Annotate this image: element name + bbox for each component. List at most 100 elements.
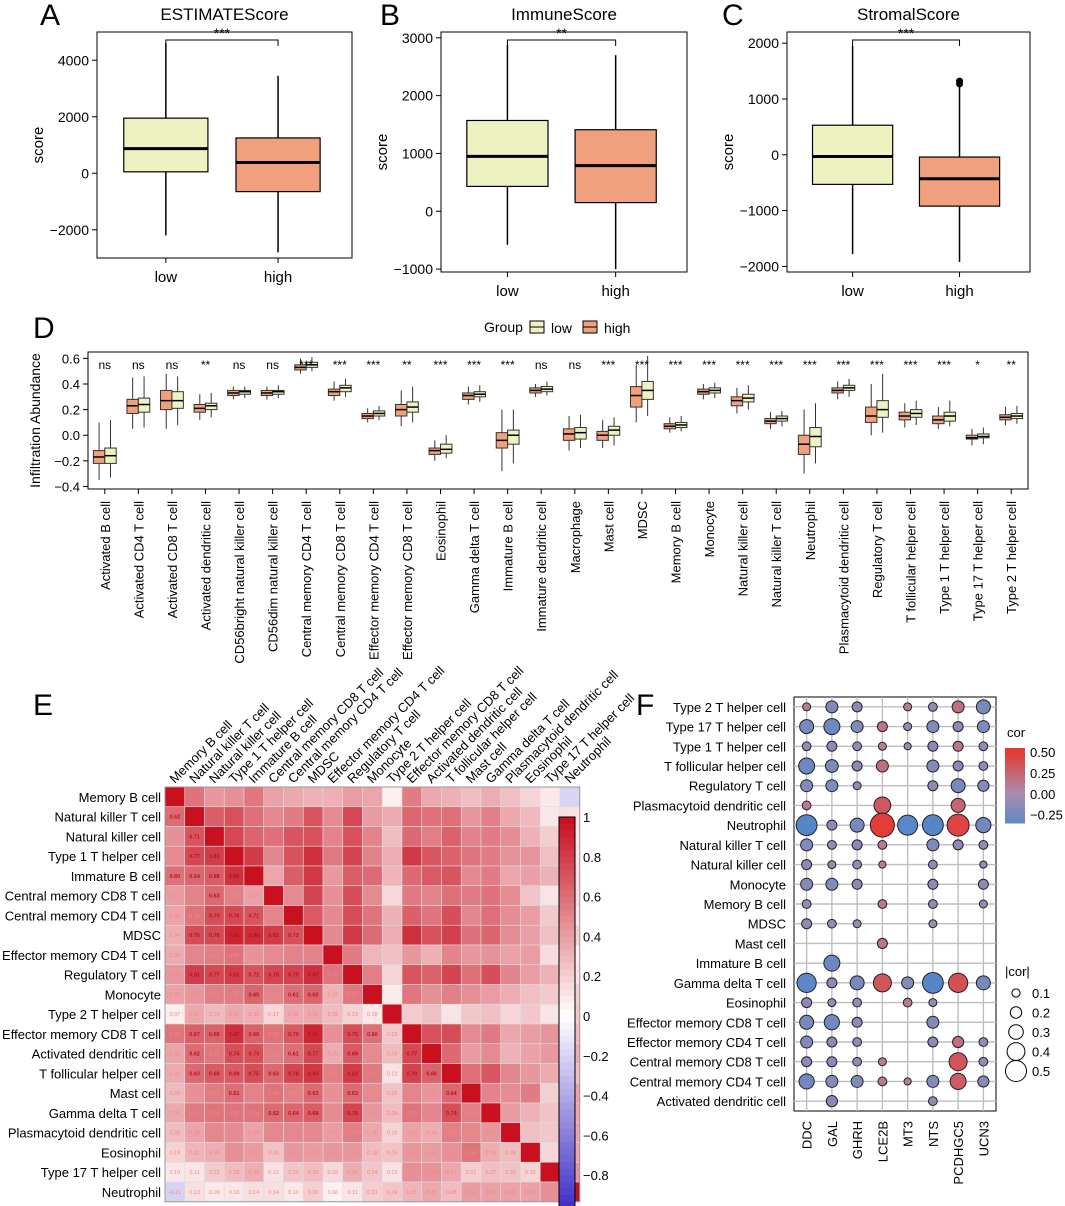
cell-value: 0.66 [249,1032,260,1038]
bubble [800,779,814,793]
bubble [852,997,863,1008]
heatmap-cell [401,806,423,827]
colorbar-tick-label: 1 [583,810,590,825]
cell-value: 0.34 [209,1150,220,1156]
colorbar-segment [559,817,575,825]
cell-value: 0.75 [347,1032,358,1038]
colorbar-segment [559,1022,575,1030]
heatmap-cell [381,885,403,906]
heatmap-cell [480,964,502,985]
cell-value: 0.06 [328,1190,339,1196]
heatmap-cell [362,786,383,808]
y-tick-label: 0.4 [62,377,80,392]
bubble [801,800,812,811]
panel-label-f: F [636,689,654,722]
heatmap-cell [342,885,363,906]
cell-value: 0.41 [466,1190,477,1196]
colorbar-segment [559,1188,575,1196]
heatmap-cell [500,1023,521,1045]
legend-title: Group [484,319,523,335]
cell-value: 0.64 [288,1111,300,1117]
cell-value: 0.49 [367,1052,378,1058]
cell-value: 0.43 [288,1150,299,1156]
y-tick-label: Central memory CD4 T cell [630,1074,786,1089]
heatmap-cell [520,1082,541,1104]
bubble [928,919,938,929]
row-label: Mast cell [110,1086,161,1101]
bubble [903,702,913,712]
bubble [948,972,969,993]
cell-value: 0.63 [189,1071,200,1077]
significance-label: *** [601,358,615,372]
cell-value: 0.66 [426,1071,437,1077]
cell-value: 0.75 [209,913,220,919]
cell-value: 0.09 [367,1012,378,1018]
cell-value: 0.49 [170,854,181,860]
bubble [851,839,863,851]
panel-f: DDC GAL GHRH LCE2B MT3 NTS PCDHGC5 UCN3 Type 2 T… [627,696,1063,1185]
cell-value: 0.38 [189,1131,200,1137]
cell-value: 0.64 [189,874,201,880]
y-tick-label: Neutrophil [727,818,786,833]
bubble [950,778,966,794]
y-tick-label: Regulatory T cell [689,779,786,794]
colorbar-segment [559,1181,575,1189]
bubble [827,860,837,870]
significance-bracket [165,39,279,46]
significance-label: *** [836,358,850,372]
cell-value: 0.56 [189,1111,200,1117]
heatmap-cell [401,885,423,906]
colorbar-segment [559,823,575,831]
bubble [851,760,863,772]
heatmap-cell [460,806,482,827]
significance-label: *** [635,358,649,372]
colorbar-segment [559,1108,575,1116]
heatmap-cell [460,1003,482,1025]
heatmap-cell [381,845,403,867]
x-tick-label: Natural killer T cell [769,501,784,608]
heatmap-cell [184,786,205,808]
heatmap-cell [460,1043,482,1064]
cor-legend-segment [1005,798,1025,801]
cell-value: 0.58 [209,1111,220,1117]
heatmap-cell [421,924,442,946]
cell-value: 0.87 [229,1032,240,1038]
cell-value: 0.38 [170,1052,181,1058]
bubble [826,819,838,831]
cell-value: 0.28 [505,1150,516,1156]
heatmap-cell [480,845,502,867]
bubble [927,878,939,890]
colorbar-segment [559,836,575,845]
colorbar-tick-label: 0.2 [583,969,601,984]
box-low [466,119,549,188]
bubble [825,877,839,891]
cell-value: 0.77 [407,1052,418,1058]
y-tick-label: 0 [81,165,89,181]
cor-legend-segment [1005,763,1025,766]
heatmap-cell [283,885,304,906]
cell-value: 0.39 [525,1190,536,1196]
bubble [799,1014,815,1030]
colorbar-segment [559,1088,575,1097]
cell-value: 0.78 [288,1071,299,1077]
significance-label: * [975,358,980,372]
cell-value: 0.29 [209,1012,220,1018]
size-legend-circle [1006,1042,1026,1061]
bubble [976,720,990,734]
cell-value: 0.14 [268,1190,279,1196]
heatmap-cell [460,885,482,906]
bubble [876,937,888,949]
size-legend-circle [1005,1060,1027,1082]
bubble [975,817,992,834]
cell-value: 0.76 [209,933,220,939]
size-legend-label: 0.4 [1032,1045,1050,1060]
x-tick-label: low [155,269,178,286]
heatmap-cell [441,865,462,887]
cell-value: 0.13 [189,1190,200,1196]
colorbar-segment [559,1142,575,1150]
bubble [823,954,841,972]
x-tick-label: CD56dim natural killer cell [266,501,281,652]
heatmap-cell [362,806,383,827]
size-legend-circle [1009,1006,1023,1019]
